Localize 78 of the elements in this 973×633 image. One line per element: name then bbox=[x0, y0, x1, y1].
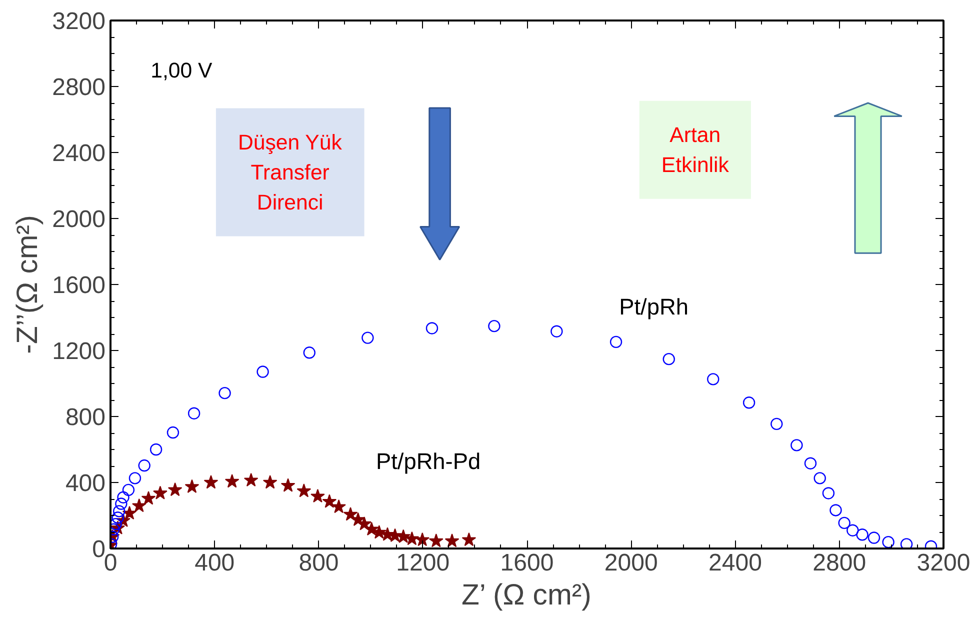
point bbox=[166, 426, 180, 439]
point bbox=[662, 352, 675, 366]
point bbox=[462, 532, 476, 546]
point bbox=[444, 534, 460, 548]
point bbox=[610, 336, 622, 348]
point bbox=[332, 499, 346, 514]
y-tick-label: 3200 bbox=[52, 8, 106, 35]
y-tick-label: 800 bbox=[65, 404, 106, 431]
point bbox=[110, 518, 122, 530]
point bbox=[153, 486, 168, 500]
point bbox=[742, 396, 756, 409]
point bbox=[188, 407, 200, 420]
point bbox=[415, 532, 430, 546]
point bbox=[364, 522, 379, 536]
point bbox=[868, 532, 880, 544]
x-tick-label: 1600 bbox=[500, 550, 554, 576]
point bbox=[488, 320, 500, 332]
point bbox=[814, 472, 826, 484]
y-axis-title: -Z’’(Ω cm²) bbox=[11, 215, 44, 354]
point bbox=[790, 439, 803, 452]
point bbox=[838, 516, 850, 530]
point bbox=[362, 332, 374, 344]
point bbox=[168, 482, 182, 496]
series-label: Pt/pRh-Pd bbox=[376, 448, 481, 474]
annotation: 1,00 V bbox=[150, 58, 214, 82]
point bbox=[184, 479, 200, 493]
x-tick-label: 800 bbox=[298, 550, 339, 576]
point bbox=[830, 504, 842, 516]
point bbox=[404, 531, 420, 546]
point bbox=[804, 457, 817, 470]
point bbox=[115, 498, 128, 510]
point bbox=[128, 472, 142, 484]
point bbox=[256, 366, 269, 378]
point bbox=[882, 536, 894, 548]
y-tick-label: 2800 bbox=[52, 74, 106, 101]
y-tick-label: 400 bbox=[65, 470, 106, 497]
point bbox=[428, 534, 444, 548]
point bbox=[426, 322, 438, 334]
point bbox=[770, 418, 783, 430]
point bbox=[117, 491, 130, 504]
x-tick-label: 2400 bbox=[708, 550, 762, 576]
point bbox=[550, 325, 563, 338]
point bbox=[856, 528, 868, 541]
point bbox=[138, 459, 150, 472]
point bbox=[296, 484, 312, 498]
point bbox=[822, 487, 835, 500]
annotation: Düşen Yük Transfer Direnci bbox=[238, 130, 342, 214]
y-tick-label: 1600 bbox=[52, 272, 106, 299]
point bbox=[122, 484, 135, 496]
point bbox=[310, 488, 325, 503]
x-tick-label: 400 bbox=[194, 550, 235, 576]
point bbox=[132, 498, 146, 512]
point bbox=[141, 491, 156, 505]
point bbox=[224, 474, 240, 488]
point bbox=[244, 472, 258, 487]
x-tick-label: 1200 bbox=[396, 550, 450, 576]
point bbox=[150, 443, 162, 456]
y-tick-label: 2000 bbox=[52, 206, 106, 233]
annotation: Artan Etkinlik bbox=[661, 122, 730, 177]
point bbox=[204, 475, 218, 489]
point bbox=[262, 475, 278, 489]
point bbox=[122, 506, 137, 520]
y-tick-label: 2400 bbox=[52, 140, 106, 167]
point bbox=[900, 538, 913, 548]
x-tick-label: 3200 bbox=[916, 550, 970, 576]
x-tick-label: 2000 bbox=[604, 550, 658, 576]
point bbox=[112, 512, 124, 524]
point bbox=[707, 373, 720, 386]
point bbox=[846, 524, 859, 536]
point bbox=[280, 478, 296, 492]
y-tick-label: 1200 bbox=[52, 338, 106, 365]
point bbox=[112, 505, 126, 518]
point bbox=[303, 346, 316, 359]
x-axis-title: Z’ (Ω cm²) bbox=[461, 578, 592, 612]
point bbox=[322, 494, 337, 508]
x-tick-label: 2800 bbox=[812, 550, 866, 576]
point bbox=[218, 386, 231, 400]
series-label: Pt/pRh bbox=[619, 293, 688, 320]
